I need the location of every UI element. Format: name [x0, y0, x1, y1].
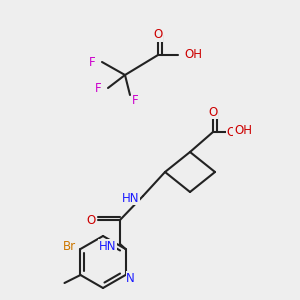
- Text: N: N: [126, 272, 135, 284]
- Text: O: O: [208, 106, 217, 118]
- Text: O: O: [87, 214, 96, 226]
- Text: O: O: [226, 125, 236, 139]
- Text: Br: Br: [63, 241, 76, 254]
- Text: HN: HN: [122, 191, 139, 205]
- Text: F: F: [132, 94, 139, 106]
- Text: OH: OH: [234, 124, 252, 137]
- Text: H: H: [235, 127, 243, 137]
- Text: OH: OH: [184, 49, 202, 62]
- Text: F: F: [89, 56, 96, 68]
- Text: O: O: [153, 28, 163, 41]
- Text: F: F: [94, 82, 101, 94]
- Text: HN: HN: [98, 239, 116, 253]
